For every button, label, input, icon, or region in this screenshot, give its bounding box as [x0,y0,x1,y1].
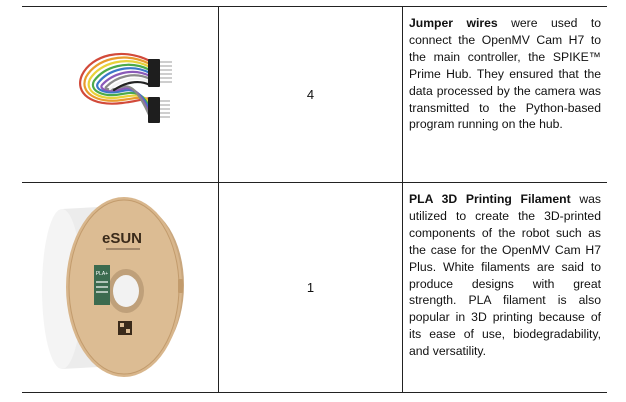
component-description: was utilized to create the 3D-printed co… [409,192,601,359]
table-row: eSUN PLA+ 1 PLA 3D Printing Filament was… [22,183,607,393]
jumper-wires-image [79,52,172,123]
description-cell: Jumper wires were used to connect the Op… [403,7,607,182]
pla-filament-spool-image: eSUN PLA+ [42,197,184,377]
spool-product-label: PLA+ [96,271,108,277]
quantity-value: 1 [306,280,315,295]
quantity-cell: 4 [218,7,403,182]
image-cell [22,7,218,182]
image-cell: eSUN PLA+ [22,183,218,392]
spool-brand-logo: eSUN [102,230,142,247]
components-table: 4 Jumper wires were used to connect the … [22,6,607,393]
quantity-cell: 1 [218,183,403,392]
table-row: 4 Jumper wires were used to connect the … [22,7,607,183]
component-title: Jumper wires [409,16,498,30]
description-cell: PLA 3D Printing Filament was utilized to… [403,183,607,392]
component-title: PLA 3D Printing Filament [409,192,571,206]
quantity-value: 4 [306,87,315,102]
component-description: were used to connect the OpenMV Cam H7 t… [409,16,601,132]
